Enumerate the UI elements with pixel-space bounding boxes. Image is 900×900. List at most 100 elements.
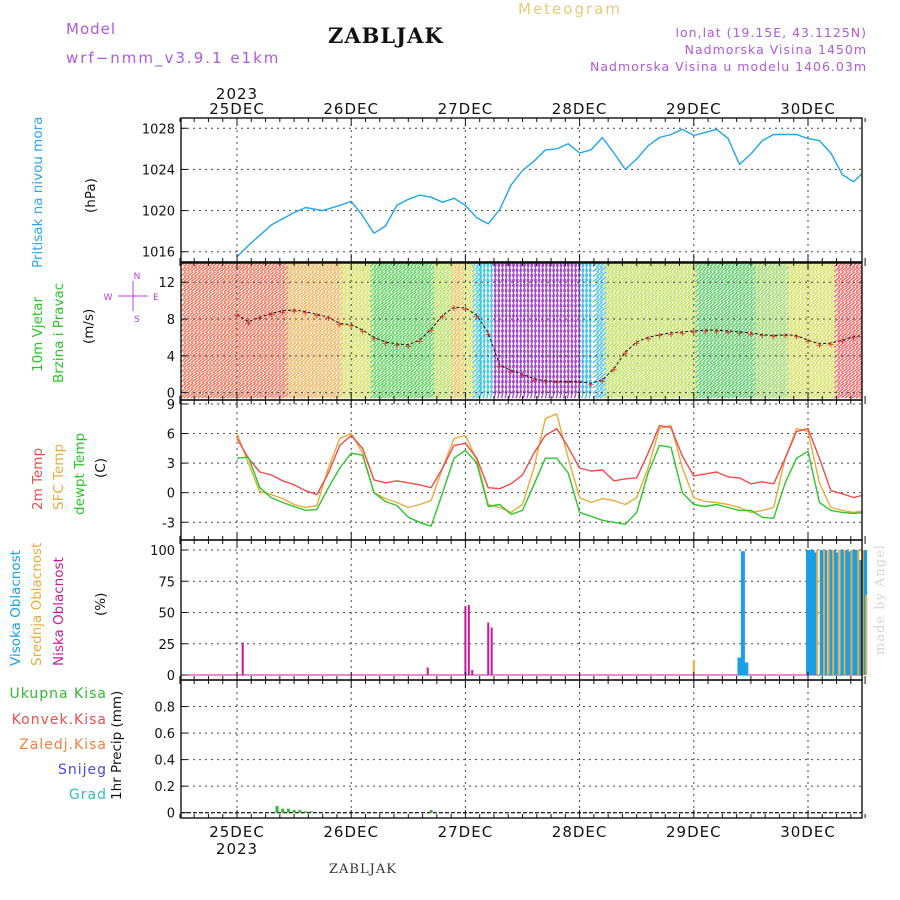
cloud-mid-bar bbox=[692, 660, 695, 675]
wind-speed-marker: + bbox=[770, 333, 778, 343]
precip-bar bbox=[309, 811, 313, 813]
wind-speed-marker: + bbox=[359, 327, 367, 337]
wind-speed-marker: + bbox=[701, 327, 709, 337]
axis-labels: 101610201024102804812-30369025507510000.… bbox=[104, 85, 836, 858]
pressure-line bbox=[236, 128, 862, 258]
wind-speed-marker: + bbox=[427, 326, 435, 336]
top-day-label: 25DEC bbox=[209, 100, 265, 118]
wind-speed-marker: + bbox=[644, 334, 652, 344]
wind-speed-marker: + bbox=[439, 312, 447, 322]
y-tick-label: 0.2 bbox=[154, 780, 175, 795]
y-tick-label: 9 bbox=[167, 398, 175, 413]
cloud-high-bar bbox=[832, 550, 837, 675]
compass-north: N bbox=[134, 272, 141, 282]
cloud-mid-bar bbox=[843, 550, 846, 675]
precip-bar bbox=[275, 806, 279, 813]
precip-bar bbox=[292, 810, 296, 813]
cloud-low-bar bbox=[487, 622, 490, 675]
wind-speed-marker: + bbox=[484, 330, 492, 340]
cloud-high-bar bbox=[843, 550, 848, 675]
y-tick-label: 0.8 bbox=[154, 701, 175, 716]
wind-speed-marker: + bbox=[816, 341, 824, 351]
cloud-high-bar bbox=[810, 550, 815, 675]
wind-speed-marker: + bbox=[542, 378, 550, 388]
cloud-high-bar bbox=[847, 551, 852, 675]
top-day-label: 27DEC bbox=[438, 100, 494, 118]
cloud-high-bar bbox=[851, 550, 856, 675]
footer-station: ZABLJAK bbox=[329, 862, 397, 877]
wind-speed-marker: + bbox=[267, 311, 275, 321]
y-tick-label: 0.4 bbox=[154, 754, 175, 769]
legend-ukupna: Ukupna Kisa bbox=[9, 686, 107, 702]
y-tick-label: 75 bbox=[158, 575, 175, 590]
grid-lines bbox=[181, 118, 862, 818]
bottom-day-label: 30DEC bbox=[780, 823, 836, 841]
wind-speed-marker: + bbox=[245, 319, 253, 329]
top-day-label: 29DEC bbox=[666, 100, 722, 118]
cloud-high-bar bbox=[858, 560, 863, 675]
wind-speed-marker: + bbox=[405, 342, 413, 352]
wind-speed-marker: + bbox=[679, 329, 687, 339]
wind-barb-field: + + + + + + + ++ +++ + + + ++++++++ + + + + + + ++++ + + + + + + +… bbox=[181, 262, 881, 399]
wind-speed-marker: + bbox=[553, 379, 561, 389]
cloud-low-bar bbox=[464, 606, 467, 675]
legend-snijeg: Snijeg bbox=[57, 762, 107, 778]
panel-frame bbox=[180, 539, 863, 681]
cloud-high-bar bbox=[812, 552, 817, 675]
panel-frame bbox=[180, 679, 863, 819]
wind-speed-marker: + bbox=[313, 311, 321, 321]
cloud-low-bar bbox=[490, 627, 493, 675]
wind-speed-marker: + bbox=[416, 337, 424, 347]
cloud-low-bar bbox=[426, 667, 429, 675]
wind-speed-marker: + bbox=[713, 327, 721, 337]
y-tick-label: 1016 bbox=[142, 246, 175, 261]
precip-bar bbox=[298, 810, 302, 813]
bottom-day-label: 29DEC bbox=[666, 823, 722, 841]
model-label: Model bbox=[66, 20, 117, 38]
y-tick-label: 25 bbox=[158, 638, 175, 653]
wind-speed-marker: + bbox=[336, 321, 344, 331]
top-day-label: 28DEC bbox=[552, 100, 608, 118]
wind-speed-marker: + bbox=[530, 376, 538, 386]
wind-barbs: + + + + + + + ++ +++ + + + ++++++++ + + + + + + ++++ + + + + + + +… bbox=[181, 262, 881, 399]
bottom-day-label: 25DEC bbox=[209, 823, 265, 841]
model-version: wrf−nmm_v3.9.1 e1km bbox=[66, 49, 281, 67]
y-tick-label: 6 bbox=[167, 428, 175, 443]
y-tick-label: 3 bbox=[167, 457, 175, 472]
top-day-label: 30DEC bbox=[780, 100, 836, 118]
y-tick-label: 8 bbox=[167, 313, 175, 328]
wind-speed-marker: + bbox=[610, 366, 618, 376]
top-day-label: 26DEC bbox=[323, 100, 379, 118]
wind-speed-marker: + bbox=[507, 368, 515, 378]
sfc-temp-line bbox=[236, 413, 862, 514]
compass-west: W bbox=[104, 293, 113, 303]
cloud-high-bar bbox=[819, 550, 824, 675]
cloud-low-bar bbox=[241, 642, 244, 675]
y-tick-label: 0 bbox=[167, 387, 175, 402]
wind-speed-marker: + bbox=[393, 341, 401, 351]
dewpt-line bbox=[236, 444, 862, 527]
wind-speed-marker: + bbox=[690, 328, 698, 338]
y-tick-label: 1028 bbox=[142, 122, 175, 137]
cloud-high-bar bbox=[806, 550, 810, 675]
cloud-high-bar bbox=[863, 550, 868, 675]
panel-frames bbox=[179, 117, 866, 819]
wind-speed-marker: + bbox=[850, 334, 858, 344]
wind-speed-marker: + bbox=[290, 307, 298, 317]
wind-speed-marker: + bbox=[838, 337, 846, 347]
y-tick-label: 100 bbox=[150, 544, 175, 559]
cloud-high-bar bbox=[855, 550, 860, 675]
y-tick-label: 0 bbox=[167, 487, 175, 502]
wind-speed-marker: + bbox=[656, 332, 664, 342]
y-tick-label: 0 bbox=[167, 669, 175, 684]
wind-speed-marker: + bbox=[370, 334, 378, 344]
wind-speed-marker: + bbox=[564, 379, 572, 389]
y-tick-label: 12 bbox=[158, 276, 175, 291]
wind-speed-marker: + bbox=[633, 339, 641, 349]
wind-speed-marker: + bbox=[873, 332, 881, 342]
precip-bar bbox=[429, 810, 433, 813]
cloud-high-bar bbox=[840, 550, 845, 675]
y-tick-label: 0.6 bbox=[154, 727, 175, 742]
temp-2m-line bbox=[236, 424, 862, 499]
wind-speed-marker: + bbox=[587, 380, 595, 390]
